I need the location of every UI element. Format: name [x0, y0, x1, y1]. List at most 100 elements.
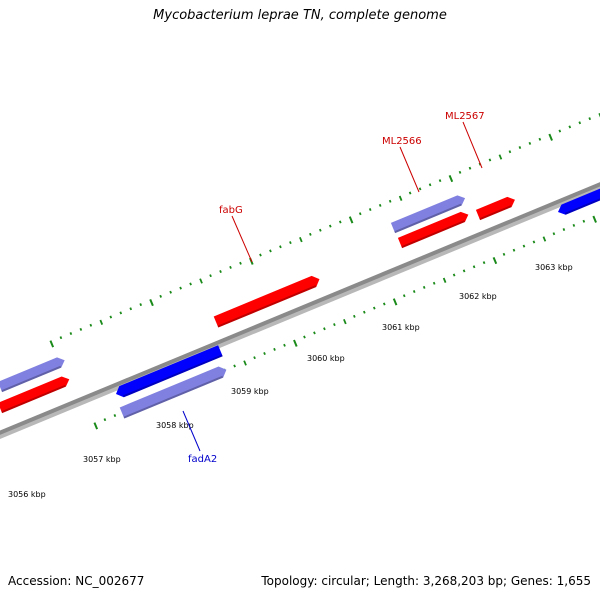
- lower-tick-mark: [552, 232, 556, 236]
- tick-label-5: 3061 kbp: [382, 323, 420, 332]
- lower-tick-mark: [372, 306, 376, 310]
- tick-label-6: 3062 kbp: [459, 292, 497, 301]
- lower-tick-mark: [283, 343, 286, 347]
- lower-tick-mark: [303, 335, 306, 339]
- upper-tick-mark: [229, 265, 232, 269]
- upper-tick-mark: [99, 319, 104, 325]
- lower-tick-mark: [472, 265, 476, 269]
- genome-summary-text: Topology: circular; Length: 3,268,203 bp…: [261, 574, 591, 588]
- gene-arrow-ML2566: [397, 211, 469, 249]
- upper-tick-mark: [408, 191, 412, 195]
- lower-tick-mark: [273, 347, 276, 351]
- gene-label-fadA2: fadA2: [188, 454, 217, 465]
- upper-tick-mark: [259, 253, 262, 257]
- upper-tick-mark: [488, 158, 492, 162]
- upper-tick-mark: [209, 274, 212, 278]
- lower-tick-mark: [103, 418, 107, 422]
- gene-arrow-fadA2: [119, 366, 227, 419]
- lower-tick-mark: [412, 290, 416, 294]
- upper-tick-mark: [328, 224, 332, 228]
- upper-tick-mark: [558, 129, 562, 133]
- gene-label-fabG: fabG: [219, 205, 243, 216]
- genome-backbone: [0, 182, 600, 440]
- gene-label-ML2566: ML2566: [382, 136, 422, 147]
- lower-tick-mark: [233, 364, 236, 368]
- lower-tick-mark: [562, 228, 566, 232]
- map-title: Mycobacterium leprae TN, complete genome: [153, 8, 447, 23]
- upper-tick-mark: [538, 137, 542, 141]
- upper-tick-mark: [588, 117, 592, 121]
- lower-tick-mark: [402, 294, 406, 298]
- lower-tick-mark: [442, 277, 447, 283]
- upper-tick-mark: [468, 166, 472, 170]
- upper-tick-mark: [59, 336, 63, 340]
- upper-tick-mark: [309, 232, 312, 236]
- upper-tick-mark: [448, 174, 454, 183]
- lower-tick-mark: [432, 281, 436, 285]
- accession-text: Accession: NC_002677: [8, 574, 145, 588]
- lower-tick-mark: [482, 261, 486, 265]
- upper-tick-mark: [528, 141, 532, 145]
- lower-tick-mark: [243, 360, 247, 366]
- tick-label-4: 3060 kbp: [307, 354, 345, 363]
- tick-label-2: 3058 kbp: [156, 421, 194, 430]
- upper-tick-mark: [319, 228, 322, 232]
- upper-tick-mark: [518, 146, 522, 150]
- upper-tick-mark: [129, 307, 133, 311]
- gene-arrow-left-red: [0, 376, 70, 414]
- upper-tick-mark: [568, 125, 572, 129]
- upper-tick-mark: [49, 340, 55, 348]
- lower-tick-mark: [363, 310, 366, 314]
- upper-tick-mark: [289, 241, 292, 245]
- gene-arrow-left-purple: [0, 357, 65, 393]
- upper-tick-mark: [149, 298, 154, 307]
- upper-tick-mark: [398, 195, 403, 201]
- upper-tick-mark: [418, 187, 422, 191]
- gene-leader-ML2566: [399, 146, 420, 193]
- upper-tick-mark: [358, 212, 362, 216]
- lower-tick-mark: [263, 352, 266, 356]
- lower-tick-mark: [532, 240, 536, 244]
- lower-tick-mark: [293, 339, 298, 347]
- backbone-shadow: [0, 182, 600, 440]
- lower-tick-mark: [462, 269, 466, 273]
- lower-tick-mark: [512, 248, 516, 252]
- upper-tick-mark: [269, 249, 272, 253]
- upper-tick-mark: [338, 220, 342, 224]
- lower-tick-mark: [572, 223, 576, 227]
- gene-labels: fabG ML2566 ML2567 fadA2: [182, 111, 485, 465]
- upper-tick-mark: [348, 216, 354, 224]
- upper-tick-mark: [498, 154, 503, 160]
- upper-tick-mark: [428, 183, 432, 187]
- backbone-line: [0, 182, 600, 435]
- upper-tick-mark: [199, 278, 203, 284]
- upper-tick-mark: [279, 245, 282, 249]
- lower-tick-mark: [93, 422, 99, 430]
- upper-tick-mark: [179, 286, 182, 290]
- upper-tick-mark: [378, 203, 382, 207]
- upper-tick-mark: [219, 270, 222, 274]
- lower-tick-mark: [343, 318, 347, 325]
- lower-tick-mark: [502, 252, 506, 256]
- upper-tick-mark: [169, 290, 172, 294]
- tick-label-7: 3063 kbp: [535, 263, 573, 272]
- upper-tick-mark: [438, 179, 442, 183]
- lower-tick-mark: [353, 314, 356, 318]
- gene-arrow-right-blue: [558, 183, 600, 215]
- upper-tick-mark: [368, 208, 372, 212]
- upper-tick-mark: [578, 121, 582, 125]
- lower-tick-mark: [592, 215, 597, 223]
- upper-tick-mark: [159, 294, 162, 298]
- gene-leader-fabG: [231, 215, 253, 263]
- upper-tick-mark: [119, 311, 123, 315]
- upper-tick-mark: [299, 236, 303, 243]
- lower-tick-mark: [323, 327, 326, 331]
- upper-tick-mark: [69, 332, 73, 336]
- gene-arrow-purple-upper: [390, 195, 466, 234]
- lower-tick-mark: [582, 219, 586, 223]
- lower-tick-mark: [253, 356, 256, 360]
- gene-arrow-ML2567: [475, 196, 515, 221]
- upper-tick-mark: [508, 150, 512, 154]
- lower-tick-mark: [313, 331, 316, 335]
